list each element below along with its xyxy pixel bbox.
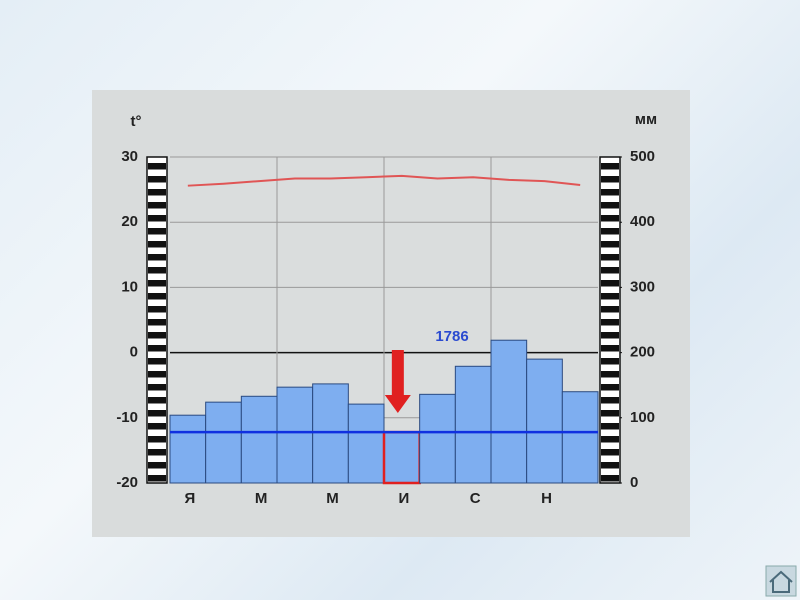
bar	[382, 430, 421, 485]
scale-stripe	[148, 267, 166, 274]
scale-stripe	[148, 371, 166, 378]
scale-stripe	[148, 215, 166, 222]
scale-stripe	[148, 189, 166, 196]
scale-stripe	[601, 267, 619, 274]
scale-stripe	[148, 436, 166, 443]
y-axis-label: t°	[131, 113, 142, 130]
scale-stripe	[148, 345, 166, 352]
scale-stripe	[148, 202, 166, 209]
scale-stripe	[601, 241, 619, 248]
scale-stripe	[148, 280, 166, 287]
scale-stripe	[601, 176, 619, 183]
scale-stripe	[601, 163, 619, 170]
scale-stripe	[601, 202, 619, 209]
scale-stripe	[148, 306, 166, 313]
scale-stripe	[601, 462, 619, 469]
temperature-line	[187, 174, 581, 187]
y-tick-label: 0	[130, 344, 138, 361]
scale-stripe	[148, 228, 166, 235]
scale-stripe	[148, 163, 166, 170]
scale-stripe	[601, 189, 619, 196]
scale-stripe	[601, 215, 619, 222]
scale-stripe	[601, 449, 619, 456]
x-tick-label: Я	[184, 490, 195, 507]
bar	[205, 401, 242, 484]
scale-stripe	[148, 397, 166, 404]
scale-stripe	[601, 332, 619, 339]
x-tick-label: Н	[541, 490, 552, 507]
y-tick-label: -10	[116, 409, 138, 426]
scale-stripe	[601, 280, 619, 287]
scale-stripe	[601, 397, 619, 404]
scale-stripe	[148, 332, 166, 339]
bar	[526, 358, 563, 484]
scale-stripe	[601, 319, 619, 326]
scale-stripe	[601, 371, 619, 378]
annotation: 1786	[435, 328, 468, 345]
scale-stripe	[601, 410, 619, 417]
y-tick-label: 30	[121, 148, 138, 165]
scale-stripe	[601, 254, 619, 261]
scale-stripe	[148, 475, 166, 482]
scale-stripe	[601, 228, 619, 235]
y-tick-label: 10	[121, 278, 138, 295]
scale-stripe	[148, 462, 166, 469]
scale-stripe	[601, 436, 619, 443]
scale-stripe	[601, 293, 619, 300]
y2-tick-label: 0	[630, 474, 638, 491]
scale-stripe	[148, 410, 166, 417]
bar	[312, 383, 349, 484]
arrow-shaft	[391, 350, 404, 396]
bar	[490, 339, 528, 484]
y-tick-label: -20	[116, 474, 138, 491]
scale-stripe	[601, 306, 619, 313]
bar	[276, 386, 314, 484]
y2-tick-label: 400	[630, 213, 655, 230]
bar	[347, 403, 385, 484]
bar	[419, 393, 456, 484]
scale-stripe	[601, 358, 619, 365]
home-glyph[interactable]	[769, 570, 793, 593]
home-icon[interactable]	[765, 565, 797, 597]
x-tick-label: М	[326, 490, 339, 507]
y-tick-label: 20	[121, 213, 138, 230]
scale-stripe	[148, 293, 166, 300]
bar	[561, 391, 599, 484]
y2-tick-label: 200	[630, 344, 655, 361]
scale-stripe	[601, 423, 619, 430]
bar	[240, 395, 278, 484]
bar	[169, 414, 207, 484]
y2-tick-label: 500	[630, 148, 655, 165]
scale-stripe	[148, 384, 166, 391]
scale-stripe	[148, 176, 166, 183]
y2-axis-label: мм	[635, 111, 657, 128]
scale-stripe	[148, 423, 166, 430]
scale-stripe	[148, 449, 166, 456]
scale-stripe	[601, 475, 619, 482]
y2-tick-label: 300	[630, 278, 655, 295]
scale-stripe	[148, 254, 166, 261]
x-tick-label: М	[255, 490, 268, 507]
scale-stripe	[148, 319, 166, 326]
y2-tick-label: 100	[630, 409, 655, 426]
bar	[454, 365, 492, 484]
scale-stripe	[148, 358, 166, 365]
scale-stripe	[601, 384, 619, 391]
x-tick-label: С	[470, 490, 481, 507]
x-tick-label: И	[398, 490, 409, 507]
scale-stripe	[148, 241, 166, 248]
arrow-head	[384, 395, 411, 413]
scale-stripe	[601, 345, 619, 352]
